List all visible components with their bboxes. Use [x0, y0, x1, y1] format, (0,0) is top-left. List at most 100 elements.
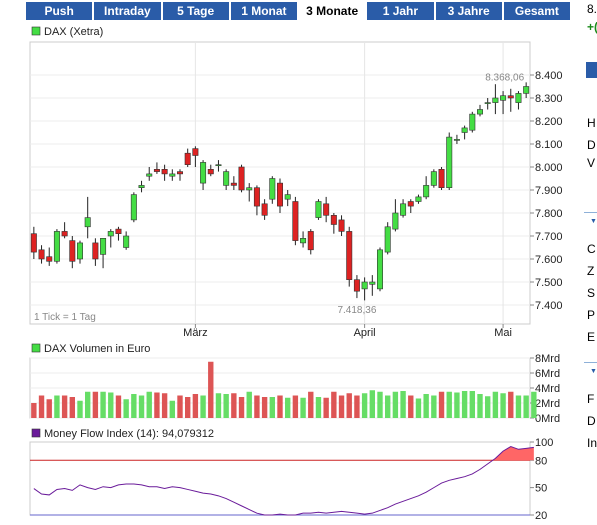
right-text-8: P: [587, 308, 596, 322]
right-text-9: E: [587, 330, 596, 344]
price-tick-label: 8.100: [535, 139, 563, 151]
tab-3-monate[interactable]: 3 Monate: [299, 2, 366, 20]
right-text-1: +(: [587, 20, 597, 34]
candle-body: [69, 240, 76, 262]
volume-bar: [185, 397, 191, 418]
volume-bar: [200, 395, 206, 418]
candle-body: [453, 139, 460, 141]
candle-body: [200, 162, 207, 184]
volume-bar: [400, 391, 406, 418]
volume-bar: [161, 393, 168, 418]
price-legend-label: DAX (Xetra): [44, 26, 103, 38]
volume-bar: [108, 392, 114, 418]
volume-bar: [492, 391, 499, 418]
right-text-11: D: [587, 414, 596, 428]
volume-bar: [369, 390, 375, 418]
candle-body: [507, 95, 514, 99]
volume-bar: [61, 395, 68, 418]
volume-bar: [100, 391, 106, 418]
candle-body: [338, 219, 345, 232]
right-side-panel: 8. +( H D V ▼ C Z S P E ▼ F D In: [584, 0, 597, 525]
price-tick-label: 8.400: [535, 70, 563, 82]
candle-body: [515, 93, 522, 103]
right-text-4: V: [587, 156, 596, 170]
volume-bar: [231, 393, 237, 418]
volume-bar: [331, 391, 337, 418]
candle-body: [169, 173, 176, 177]
volume-bar: [454, 392, 460, 418]
volume-bar: [508, 391, 514, 418]
volume-bar: [377, 391, 383, 418]
candle-body: [307, 231, 314, 251]
candle-body: [61, 231, 68, 237]
volume-bar: [38, 395, 45, 418]
price-tick-label: 7.700: [535, 231, 563, 243]
candle-body: [92, 242, 99, 260]
volume-bar: [238, 397, 245, 418]
candle-body: [277, 182, 283, 207]
tab-5-tage[interactable]: 5 Tage: [162, 2, 229, 20]
right-text-2: H: [587, 116, 596, 130]
price-tick-label: 7.600: [535, 254, 563, 266]
candle-body: [238, 166, 245, 191]
mfi-panel-frame: [29, 441, 531, 516]
volume-bar: [54, 395, 60, 418]
tab-3-jahre[interactable]: 3 Jahre: [435, 2, 502, 20]
right-separator-1: [584, 212, 597, 213]
right-separator-2: [584, 362, 597, 363]
mfi-tick-label: 50: [535, 483, 547, 495]
mfi-line: [33, 446, 534, 516]
price-tick-label: 7.900: [535, 185, 563, 197]
tab-1-jahr[interactable]: 1 Jahr: [367, 2, 434, 20]
volume-bar: [254, 395, 260, 418]
volume-bar: [169, 400, 175, 418]
candle-body: [438, 169, 445, 189]
volume-bar: [177, 395, 183, 418]
tick-note: 1 Tick = 1 Tag: [34, 312, 96, 323]
candle-body: [353, 279, 360, 292]
candle-body: [423, 185, 430, 198]
volume-bar: [446, 391, 452, 418]
volume-bar: [223, 394, 229, 418]
volume-bar: [461, 391, 468, 418]
volume-legend-label: DAX Volumen in Euro: [44, 343, 150, 355]
candle-body: [392, 212, 399, 230]
volume-bar: [261, 397, 268, 418]
candle-body: [315, 201, 322, 218]
right-panel-box: [586, 62, 597, 78]
candle-body: [323, 203, 330, 216]
volume-bar: [192, 394, 199, 418]
volume-bar: [154, 392, 160, 418]
candle-body: [146, 173, 153, 177]
month-label: Mai: [494, 327, 512, 339]
right-text-12: In: [587, 436, 597, 450]
volume-bar: [208, 361, 214, 418]
tab-1-monat[interactable]: 1 Monat: [230, 2, 297, 20]
candle-body: [123, 235, 130, 248]
candle-body: [77, 242, 83, 260]
volume-bar: [408, 395, 414, 418]
low-annotation: 7.418,36: [337, 305, 376, 316]
volume-bar: [285, 397, 291, 418]
volume-bar: [292, 395, 299, 418]
timeframe-tabs: Push Intraday 5 Tage 1 Monat 3 Monate 1 Jahr 3…: [26, 2, 570, 20]
right-text-7: S: [587, 286, 596, 300]
right-text-10: F: [587, 392, 595, 406]
price-tick-label: 8.200: [535, 116, 563, 128]
tab-gesamt[interactable]: Gesamt: [503, 2, 570, 20]
tab-intraday[interactable]: Intraday: [94, 2, 161, 20]
high-annotation: 8.368,06: [485, 72, 524, 83]
price-tick-label: 8.300: [535, 93, 563, 105]
candle-body: [361, 281, 368, 290]
volume-bar: [277, 395, 283, 418]
mfi-tick-label: 80: [535, 455, 547, 467]
volume-bar: [438, 391, 445, 418]
candle-body: [115, 228, 122, 235]
candle-body: [300, 238, 307, 244]
candle-body: [246, 187, 253, 191]
candle-body: [38, 249, 45, 260]
tab-push[interactable]: Push: [26, 2, 93, 20]
volume-bar: [515, 395, 522, 418]
month-label: April: [354, 327, 376, 339]
volume-bar: [361, 393, 368, 418]
